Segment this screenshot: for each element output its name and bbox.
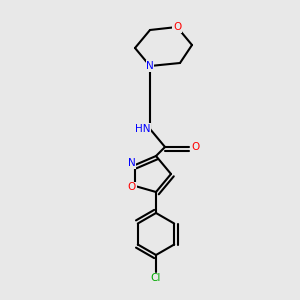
Text: O: O [191, 142, 199, 152]
Text: N: N [128, 158, 136, 169]
Text: O: O [173, 22, 181, 32]
Text: HN: HN [135, 124, 150, 134]
Text: O: O [128, 182, 136, 193]
Text: N: N [146, 61, 154, 71]
Text: Cl: Cl [151, 273, 161, 283]
